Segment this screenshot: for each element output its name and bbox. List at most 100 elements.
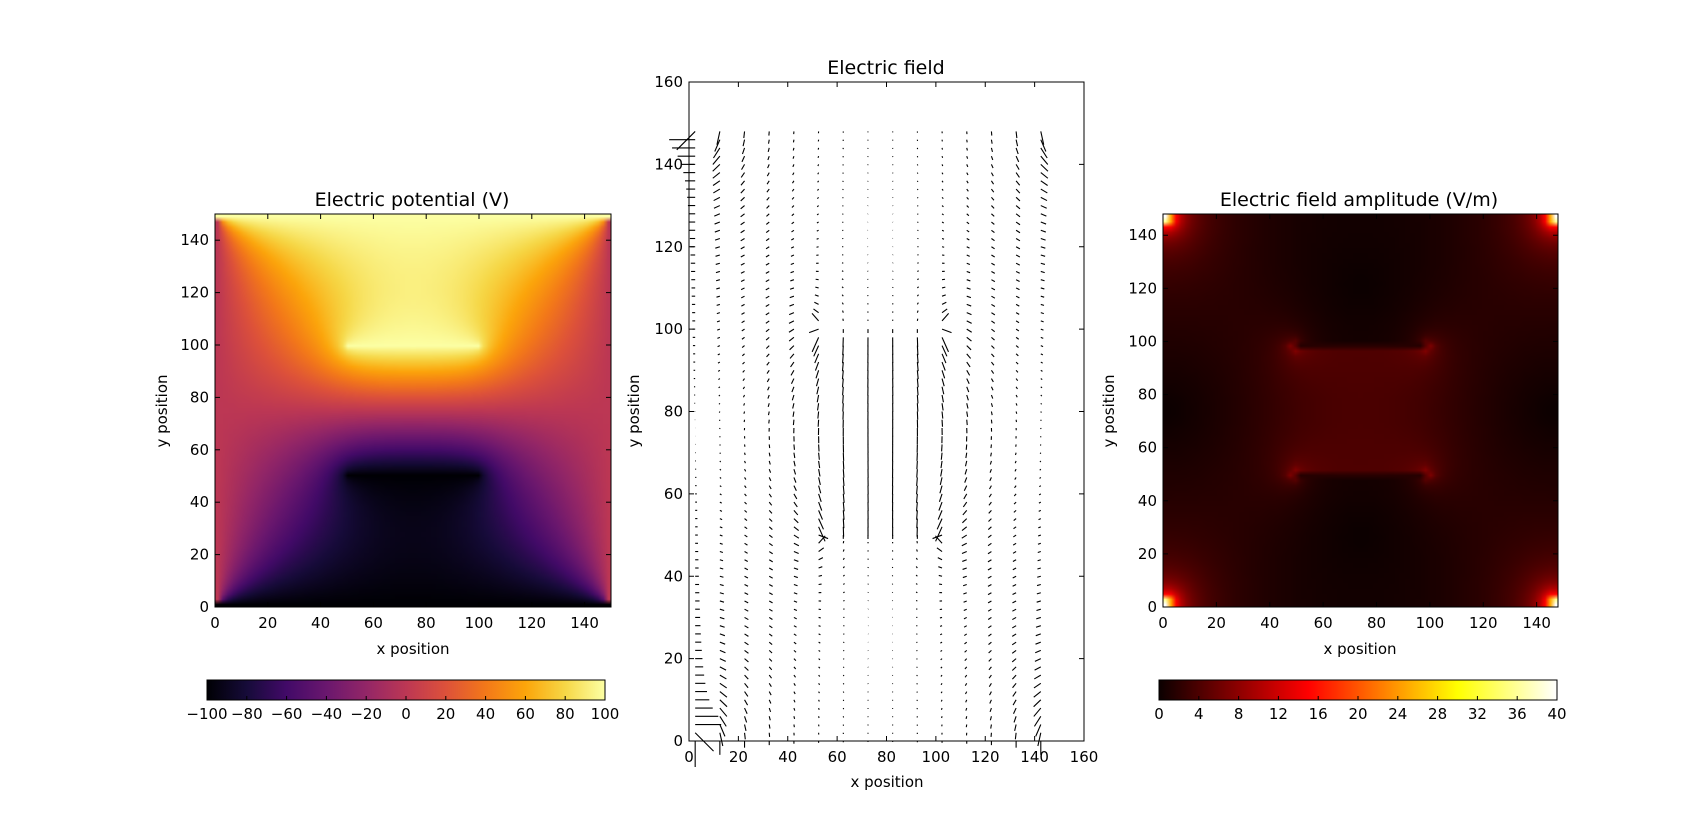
field-arrow xyxy=(1040,246,1046,249)
field-arrow xyxy=(741,164,746,170)
x-tick-label: 140 xyxy=(570,614,599,632)
field-arrow xyxy=(768,584,773,587)
field-arrow xyxy=(744,600,749,604)
field-arrow xyxy=(1040,205,1047,209)
field-arrow xyxy=(716,287,721,290)
field-arrow xyxy=(1033,682,1042,689)
field-arrow xyxy=(1040,295,1045,298)
field-arrow xyxy=(714,139,721,152)
field-arrow xyxy=(743,131,746,139)
field-arrow xyxy=(965,699,968,703)
field-arrow xyxy=(941,294,946,297)
field-arrow xyxy=(991,328,996,333)
field-arrow xyxy=(768,641,773,646)
field-arrow xyxy=(966,345,972,351)
field-arrow xyxy=(793,600,798,603)
field-arrow xyxy=(766,196,770,201)
field-arrow xyxy=(744,509,748,513)
field-arrow xyxy=(965,716,968,720)
field-arrow xyxy=(744,641,749,646)
field-arrow xyxy=(766,188,770,193)
field-arrow xyxy=(964,683,968,686)
field-arrow xyxy=(744,732,746,740)
field-arrow xyxy=(1012,682,1017,689)
field-arrow xyxy=(1040,270,1045,274)
field-arrow xyxy=(940,633,943,636)
field-arrow xyxy=(935,526,943,542)
field-arrow xyxy=(941,411,944,419)
field-arrow xyxy=(991,221,995,225)
field-arrow xyxy=(818,674,821,677)
field-arrow xyxy=(987,616,992,620)
x-tick-label: 60 xyxy=(1314,614,1333,632)
field-arrow xyxy=(713,196,721,202)
field-arrow xyxy=(713,147,721,159)
field-arrow xyxy=(818,691,820,694)
field-arrow xyxy=(791,394,795,401)
field-arrow xyxy=(719,501,722,504)
field-arrow xyxy=(941,345,948,357)
field-arrow xyxy=(1040,378,1043,381)
field-arrow xyxy=(916,394,919,404)
field-arrow xyxy=(1011,666,1017,671)
field-arrow xyxy=(1015,262,1021,266)
field-arrow xyxy=(768,493,772,498)
field-arrow xyxy=(962,583,967,587)
colorbar-tick-label: −80 xyxy=(231,705,263,723)
field-arrow xyxy=(941,188,944,191)
x-tick-label: 20 xyxy=(1207,614,1226,632)
field-arrow xyxy=(793,666,797,670)
field-arrow xyxy=(767,403,770,408)
field-arrow xyxy=(818,452,820,460)
field-arrow xyxy=(940,649,943,652)
field-arrow xyxy=(741,345,745,348)
field-arrow xyxy=(966,172,969,176)
field-arrow xyxy=(792,155,795,159)
field-arrow xyxy=(1040,163,1049,172)
field-arrow xyxy=(817,403,820,411)
field-arrow xyxy=(916,549,918,552)
field-arrow xyxy=(916,353,919,364)
field-arrow xyxy=(916,683,918,685)
field-arrow xyxy=(1036,583,1041,587)
field-arrow xyxy=(719,633,726,637)
field-arrow xyxy=(916,286,919,289)
field-arrow xyxy=(966,196,969,200)
y-tick-label: 40 xyxy=(664,567,683,585)
field-arrow xyxy=(816,229,819,232)
y-tick-label: 0 xyxy=(199,598,209,616)
x-tick-label: 100 xyxy=(465,614,494,632)
field-arrow xyxy=(991,246,995,250)
field-arrow xyxy=(788,312,795,316)
field-arrow xyxy=(744,559,748,562)
field-arrow xyxy=(1015,369,1019,373)
field-arrow xyxy=(818,566,823,569)
field-arrow xyxy=(768,567,773,571)
field-arrow xyxy=(962,501,968,508)
field-arrow xyxy=(1013,493,1017,497)
field-arrow xyxy=(818,557,824,561)
field-arrow xyxy=(793,542,800,547)
field-arrow xyxy=(962,559,967,562)
field-arrow xyxy=(719,707,728,717)
field-arrow xyxy=(791,386,795,393)
field-arrow xyxy=(1039,460,1042,463)
field-arrow xyxy=(744,716,748,723)
field-arrow xyxy=(1036,592,1041,595)
field-arrow xyxy=(1038,518,1042,521)
field-arrow xyxy=(987,534,992,539)
field-arrow xyxy=(768,575,773,579)
amplitude-panel: Electric field amplitude (V/m) 0 20 40 60 80… xyxy=(1100,189,1567,723)
field-arrow xyxy=(917,205,919,207)
field-quiver xyxy=(669,131,1049,767)
x-tick-label: 0 xyxy=(1158,614,1168,632)
field-arrow xyxy=(1015,353,1019,357)
field-arrow xyxy=(842,557,845,561)
field-arrow xyxy=(712,172,721,179)
field-arrow xyxy=(817,172,820,175)
field-arrow xyxy=(1015,254,1021,258)
field-arrow xyxy=(1013,534,1017,538)
field-arrow xyxy=(767,155,770,161)
field-arrow xyxy=(1034,658,1042,662)
field-arrow xyxy=(1037,732,1042,747)
